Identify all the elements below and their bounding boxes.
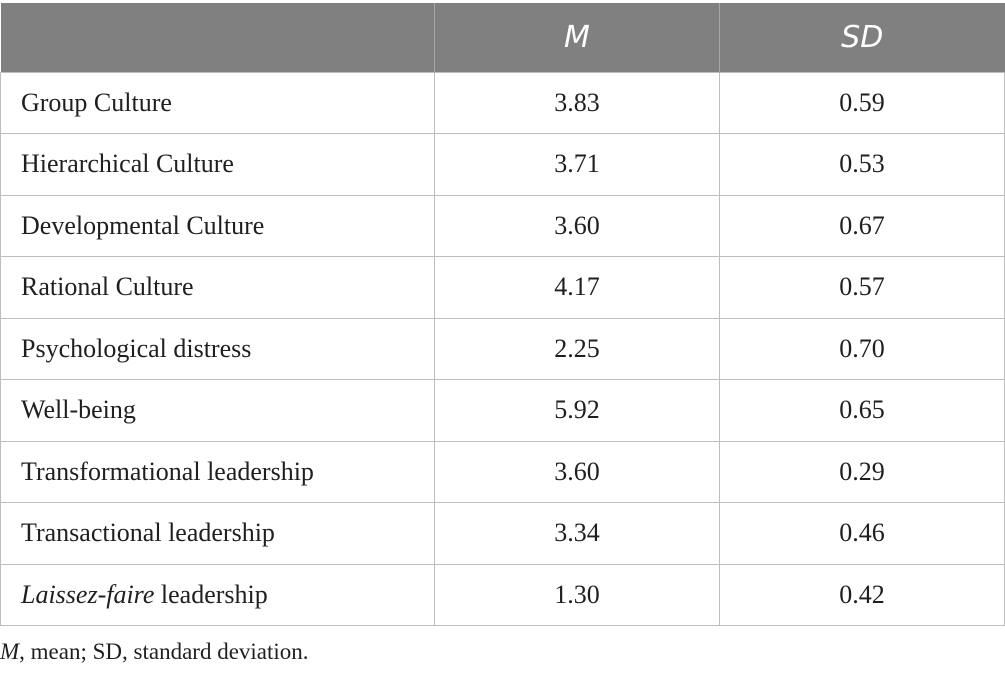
- footnote-italic: M: [0, 639, 20, 664]
- row-mean: 3.34: [434, 502, 720, 565]
- row-label-italic: Laissez-faire: [21, 579, 155, 609]
- table-row: Psychological distress 2.25 0.70: [0, 317, 1005, 380]
- descriptive-statistics-table-wrapper: M SD Group Culture 3.83 0.59 Hierarchica…: [0, 3, 1005, 626]
- row-sd: 0.46: [719, 502, 1005, 565]
- row-sd: 0.57: [719, 256, 1005, 319]
- row-label: Group Culture: [0, 71, 435, 134]
- table-row: Laissez-faire leadership 1.30 0.42: [0, 563, 1005, 626]
- row-label: Transformational leadership: [0, 440, 435, 503]
- header-row: M SD: [0, 3, 1005, 72]
- table-body: Group Culture 3.83 0.59 Hierarchical Cul…: [0, 71, 1005, 626]
- row-label: Well-being: [0, 379, 435, 442]
- row-label: Developmental Culture: [0, 194, 435, 257]
- row-mean: 3.71: [434, 133, 720, 196]
- row-sd: 0.65: [719, 379, 1005, 442]
- table-footnote: M, mean; SD, standard deviation.: [0, 639, 309, 665]
- header-sd: SD: [719, 3, 1005, 72]
- row-label: Transactional leadership: [0, 502, 435, 565]
- table-row: Transformational leadership 3.60 0.29: [0, 440, 1005, 503]
- row-label: Hierarchical Culture: [0, 133, 435, 196]
- table-row: Hierarchical Culture 3.71 0.53: [0, 133, 1005, 196]
- table-row: Well-being 5.92 0.65: [0, 379, 1005, 442]
- row-sd: 0.70: [719, 317, 1005, 380]
- header-mean: M: [434, 3, 720, 72]
- row-mean: 3.60: [434, 194, 720, 257]
- table-row: Group Culture 3.83 0.59: [0, 71, 1005, 134]
- row-label: Rational Culture: [0, 256, 435, 319]
- header-variable: [1, 3, 435, 72]
- row-mean: 3.60: [434, 440, 720, 503]
- row-sd: 0.42: [719, 563, 1005, 626]
- row-mean: 4.17: [434, 256, 720, 319]
- row-mean: 5.92: [434, 379, 720, 442]
- row-mean: 1.30: [434, 563, 720, 626]
- row-mean: 2.25: [434, 317, 720, 380]
- row-label: Laissez-faire leadership: [0, 563, 435, 626]
- table-row: Developmental Culture 3.60 0.67: [0, 194, 1005, 257]
- table-header: M SD: [0, 3, 1005, 72]
- row-sd: 0.67: [719, 194, 1005, 257]
- row-mean: 3.83: [434, 71, 720, 134]
- row-sd: 0.59: [719, 71, 1005, 134]
- table-row: Rational Culture 4.17 0.57: [0, 256, 1005, 319]
- row-sd: 0.29: [719, 440, 1005, 503]
- row-label-rest: leadership: [154, 579, 268, 609]
- table-row: Transactional leadership 3.34 0.46: [0, 502, 1005, 565]
- row-sd: 0.53: [719, 133, 1005, 196]
- row-label: Psychological distress: [0, 317, 435, 380]
- descriptive-statistics-table: M SD Group Culture 3.83 0.59 Hierarchica…: [0, 3, 1005, 626]
- footnote-text: , mean; SD, standard deviation.: [19, 639, 309, 664]
